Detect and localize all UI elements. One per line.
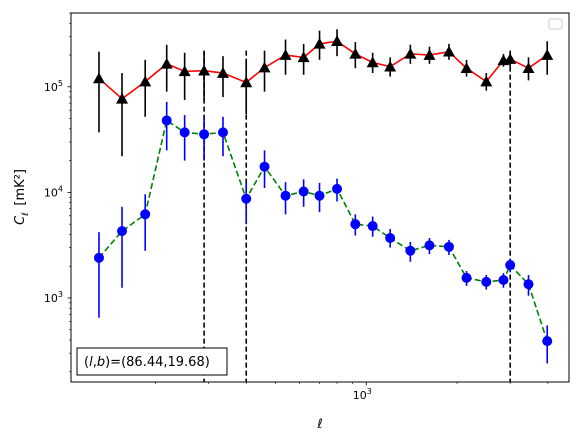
circle-marker bbox=[350, 219, 361, 230]
annotation-text: (l,b)=(86.44,19.68) bbox=[84, 355, 210, 370]
y-tick-label: 103 bbox=[44, 290, 63, 305]
triangle-marker bbox=[349, 47, 362, 59]
circle-marker bbox=[93, 252, 104, 263]
triangle-marker bbox=[92, 72, 105, 84]
circle-marker bbox=[117, 226, 128, 237]
circle-marker bbox=[461, 272, 472, 283]
triangle-marker bbox=[404, 47, 417, 59]
circle-marker bbox=[259, 161, 270, 172]
circle-marker bbox=[542, 336, 553, 347]
triangle-marker bbox=[139, 75, 152, 87]
y-axis-label: Cℓ [mK²] bbox=[13, 169, 31, 225]
triangle-marker bbox=[366, 56, 379, 68]
triangle-marker bbox=[198, 64, 211, 76]
triangle-marker bbox=[504, 53, 517, 64]
circle-marker bbox=[161, 115, 172, 126]
circle-marker bbox=[140, 209, 151, 220]
x-tick-label: 103 bbox=[353, 387, 372, 402]
legend bbox=[548, 18, 563, 30]
series-2 bbox=[93, 101, 553, 364]
circle-marker bbox=[332, 183, 343, 194]
circle-marker bbox=[314, 190, 325, 201]
triangle-marker bbox=[313, 37, 326, 49]
triangle-marker bbox=[331, 35, 344, 47]
triangle-marker bbox=[297, 51, 310, 63]
circle-marker bbox=[280, 190, 291, 201]
triangle-marker bbox=[160, 57, 173, 69]
triangle-marker bbox=[384, 60, 397, 72]
reference-lines bbox=[203, 50, 511, 382]
circle-marker bbox=[217, 127, 228, 138]
circle-marker bbox=[405, 245, 416, 256]
triangle-marker bbox=[522, 62, 535, 74]
series-1 bbox=[92, 29, 554, 157]
circle-marker bbox=[523, 279, 534, 290]
circle-marker bbox=[199, 129, 210, 140]
y-axis-ticks: 103 104 105 bbox=[44, 12, 71, 373]
circle-marker bbox=[385, 232, 396, 243]
triangle-marker bbox=[258, 61, 271, 73]
circle-marker bbox=[498, 274, 509, 285]
y-tick-label: 104 bbox=[44, 184, 63, 199]
y-tick-label: 105 bbox=[44, 79, 63, 94]
triangle-marker bbox=[116, 92, 129, 104]
triangle-marker bbox=[480, 75, 493, 87]
circle-marker bbox=[424, 240, 435, 251]
triangle-marker bbox=[460, 62, 473, 74]
circle-marker bbox=[443, 241, 454, 252]
circle-marker bbox=[241, 193, 252, 204]
x-axis-ticks: 103 bbox=[155, 382, 549, 402]
circle-marker bbox=[367, 221, 378, 232]
circle-marker bbox=[481, 276, 492, 287]
annotation-frame bbox=[76, 347, 228, 376]
triangle-marker bbox=[423, 49, 436, 60]
triangle-marker bbox=[442, 45, 455, 57]
triangle-marker bbox=[216, 67, 229, 78]
circle-marker bbox=[505, 260, 516, 271]
circle-marker bbox=[298, 186, 309, 197]
annotation-box: (l,b)=(86.44,19.68) bbox=[76, 347, 228, 376]
triangle-marker bbox=[240, 76, 253, 88]
x-axis-label: ℓ bbox=[316, 417, 322, 432]
series-layer bbox=[92, 29, 554, 364]
triangle-marker bbox=[541, 49, 554, 60]
plot-area: 103 103 104 105 bbox=[44, 12, 570, 402]
legend-box bbox=[548, 18, 563, 30]
triangle-marker bbox=[279, 49, 292, 60]
triangle-marker bbox=[178, 65, 191, 77]
circle-marker bbox=[179, 127, 190, 138]
